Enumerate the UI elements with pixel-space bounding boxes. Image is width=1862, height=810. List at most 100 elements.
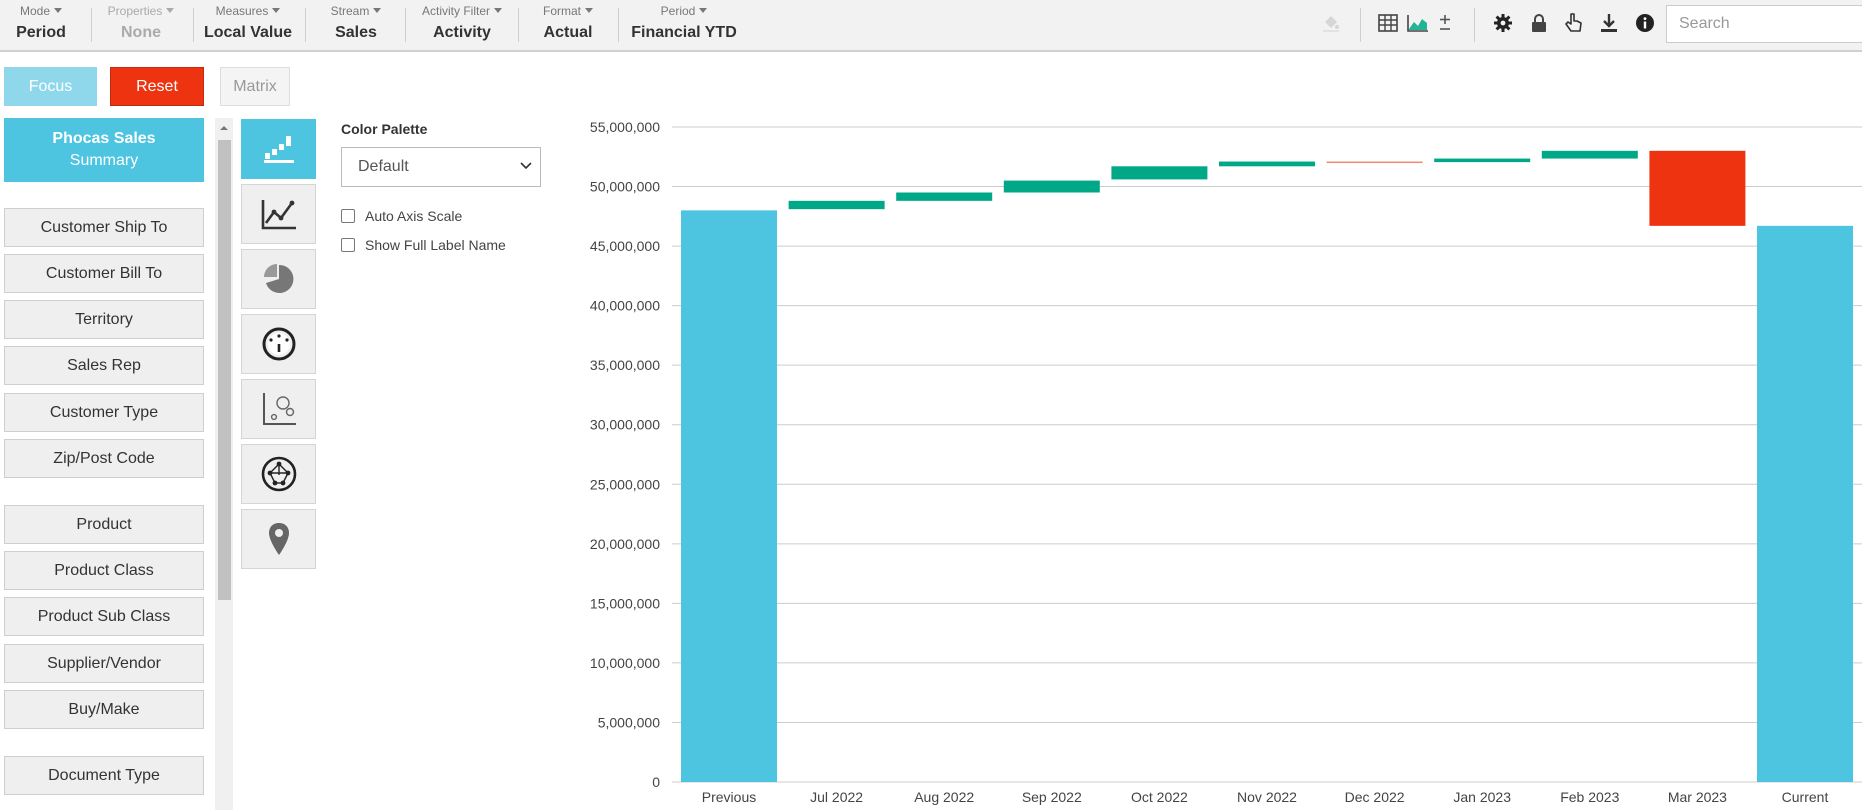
- waterfall-chart: 0 5,000,000 10,000,000 15,000,000 20,000,000…: [590, 119, 1862, 805]
- toolbar-divider: [618, 8, 619, 42]
- mode-menu-label: Mode: [19, 4, 51, 18]
- y-tick-label: 25,000,000: [590, 476, 660, 492]
- chevron-down-icon: [54, 8, 63, 13]
- scrollbar-thumb[interactable]: [218, 140, 231, 600]
- y-tick-label: 15,000,000: [590, 595, 660, 611]
- chart-view-icon[interactable]: [1405, 10, 1431, 36]
- show-full-label-name-checkbox[interactable]: [341, 238, 355, 252]
- dimension-zip-post-code[interactable]: Zip/Post Code: [4, 439, 204, 478]
- bubble-chart-button[interactable]: [241, 379, 316, 439]
- paint-bucket-icon[interactable]: [1318, 10, 1344, 36]
- reset-button[interactable]: Reset: [110, 67, 204, 106]
- network-chart-icon: [261, 456, 296, 492]
- dimension-supplier-vendor[interactable]: Supplier/Vendor: [4, 644, 204, 683]
- color-palette-label: Color Palette: [341, 121, 428, 137]
- bar-sep-2022[interactable]: [1003, 180, 1100, 193]
- dimension-customer-type[interactable]: Customer Type: [4, 393, 204, 432]
- bar-nov-2022[interactable]: [1219, 161, 1315, 167]
- summary-button[interactable]: Phocas Sales Summary: [4, 118, 204, 182]
- chevron-down-icon: [272, 8, 281, 13]
- network-chart-button[interactable]: [241, 444, 316, 504]
- chart-bars: [681, 150, 1853, 782]
- toolbar-divider: [305, 8, 306, 42]
- map-chart-button[interactable]: [241, 509, 316, 569]
- dimension-territory[interactable]: Territory: [4, 300, 204, 339]
- dimension-product[interactable]: Product: [4, 505, 204, 544]
- show-full-label-name-option[interactable]: Show Full Label Name: [341, 237, 506, 253]
- auto-axis-scale-checkbox[interactable]: [341, 209, 355, 223]
- dimension-customer-bill-to[interactable]: Customer Bill To: [4, 254, 204, 293]
- auto-axis-scale-option[interactable]: Auto Axis Scale: [341, 208, 462, 224]
- waterfall-chart-button[interactable]: [241, 119, 316, 179]
- bar-jul-2022[interactable]: [788, 200, 885, 210]
- x-axis-tick-labels: Previous Jul 2022 Aug 2022 Sep 2022 Oct 2022…: [702, 789, 1829, 805]
- mode-menu-value: Period: [16, 24, 66, 41]
- y-tick-label: 35,000,000: [590, 357, 660, 373]
- dimension-customer-ship-to[interactable]: Customer Ship To: [4, 208, 204, 247]
- gauge-chart-button[interactable]: [241, 314, 316, 374]
- search-input[interactable]: [1666, 5, 1862, 43]
- y-tick-label: 55,000,000: [590, 119, 660, 135]
- table-view-icon[interactable]: [1375, 10, 1401, 36]
- plus-minus-icon[interactable]: [1432, 10, 1458, 36]
- dimension-sales-rep[interactable]: Sales Rep: [4, 346, 204, 385]
- bar-current[interactable]: [1757, 225, 1853, 782]
- pie-chart-icon: [263, 264, 293, 293]
- dimension-product-sub-class[interactable]: Product Sub Class: [4, 597, 204, 636]
- bar-oct-2022[interactable]: [1111, 166, 1208, 180]
- x-tick-label: Jan 2023: [1453, 789, 1511, 805]
- bar-dec-2022[interactable]: [1326, 161, 1423, 164]
- stream-menu[interactable]: Stream Sales: [316, 2, 396, 50]
- hand-pointer-icon[interactable]: [1561, 10, 1587, 36]
- toolbar-divider: [1474, 8, 1475, 42]
- period-menu-value: Financial YTD: [631, 24, 737, 41]
- x-tick-label: Dec 2022: [1345, 789, 1405, 805]
- x-tick-label: Sep 2022: [1022, 789, 1082, 805]
- period-menu-label: Period: [660, 4, 696, 18]
- scroll-up-arrow-icon[interactable]: [215, 122, 233, 134]
- chevron-down-icon: [699, 8, 708, 13]
- toolbar-divider: [91, 8, 92, 42]
- activity-filter-menu-label: Activity Filter: [421, 4, 490, 18]
- y-tick-label: 50,000,000: [590, 179, 660, 195]
- chevron-down-icon: [494, 8, 502, 13]
- bar-mar-2023[interactable]: [1649, 150, 1746, 226]
- x-tick-label: Feb 2023: [1560, 789, 1619, 805]
- bar-previous[interactable]: [681, 210, 777, 782]
- y-tick-label: 5,000,000: [598, 714, 660, 730]
- activity-filter-menu[interactable]: Activity Filter Activity: [412, 2, 512, 50]
- matrix-button[interactable]: Matrix: [220, 67, 290, 106]
- measures-menu[interactable]: Measures Local Value: [200, 2, 296, 50]
- line-chart-button[interactable]: [241, 184, 316, 244]
- mode-menu[interactable]: Mode Period: [8, 2, 74, 50]
- waterfall-chart-icon: [263, 136, 294, 163]
- download-icon[interactable]: [1596, 10, 1622, 36]
- toolbar-divider: [518, 8, 519, 42]
- dimension-document-type[interactable]: Document Type: [4, 756, 204, 795]
- auto-axis-scale-label: Auto Axis Scale: [365, 208, 463, 224]
- stream-menu-value: Sales: [335, 24, 377, 41]
- lock-icon[interactable]: [1526, 10, 1552, 36]
- period-menu[interactable]: Period Financial YTD: [628, 2, 740, 50]
- x-tick-label: Aug 2022: [914, 789, 974, 805]
- y-tick-label: 0: [652, 774, 660, 790]
- dimension-buy-make[interactable]: Buy/Make: [4, 690, 204, 729]
- format-menu[interactable]: Format Actual: [530, 2, 606, 50]
- stream-menu-label: Stream: [330, 4, 370, 18]
- y-tick-label: 10,000,000: [590, 655, 660, 671]
- bar-jan-2023[interactable]: [1434, 158, 1531, 163]
- x-tick-label: Oct 2022: [1131, 789, 1188, 805]
- color-palette-select[interactable]: Default: [341, 147, 541, 187]
- dimension-product-class[interactable]: Product Class: [4, 551, 204, 590]
- dimension-scrollbar[interactable]: [215, 118, 233, 810]
- pie-chart-button[interactable]: [241, 249, 316, 309]
- chevron-down-icon: [585, 8, 593, 13]
- info-icon[interactable]: [1632, 10, 1658, 36]
- focus-button[interactable]: Focus: [4, 67, 97, 106]
- measures-menu-value: Local Value: [203, 24, 293, 41]
- settings-gear-icon[interactable]: [1490, 10, 1516, 36]
- bar-feb-2023[interactable]: [1541, 150, 1638, 159]
- x-tick-label: Current: [1782, 789, 1829, 805]
- bar-aug-2022[interactable]: [896, 192, 993, 201]
- gauge-chart-icon: [262, 327, 295, 361]
